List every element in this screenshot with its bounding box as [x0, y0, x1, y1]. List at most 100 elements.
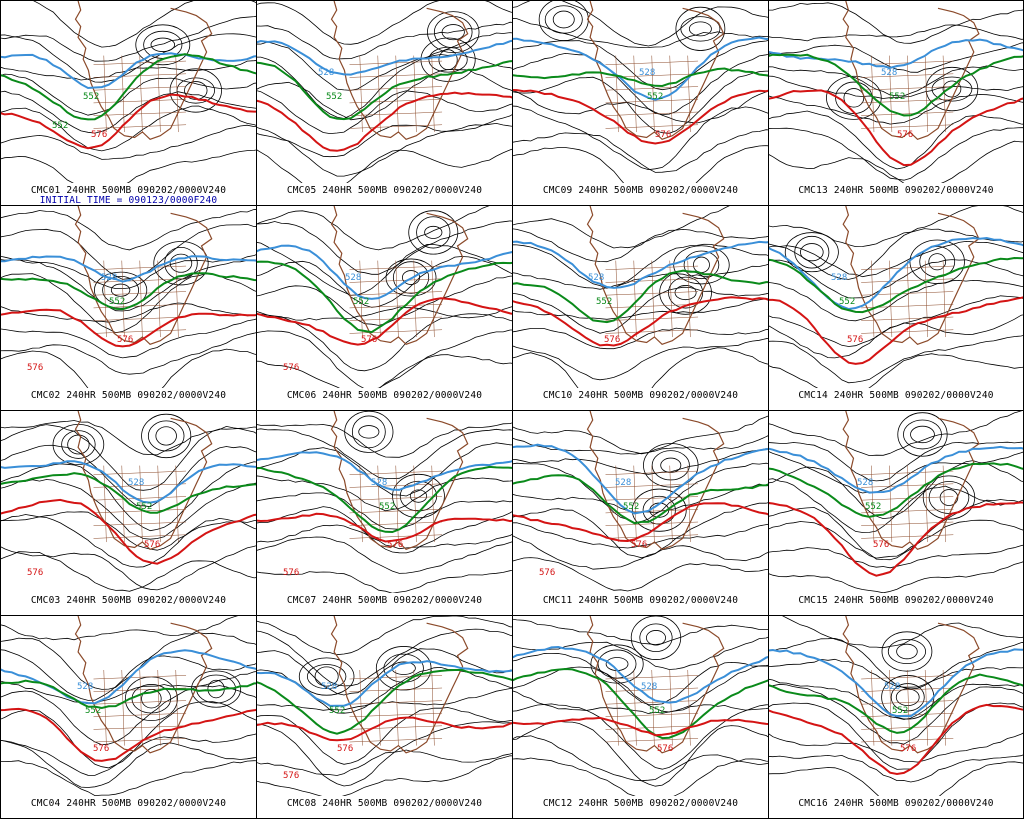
border-line	[942, 669, 946, 746]
border-line	[871, 465, 875, 543]
contour-552-label: 552	[326, 92, 342, 102]
contour-552-label: 552	[109, 297, 125, 307]
closed-contour	[438, 49, 458, 71]
height-contour-line	[1, 545, 256, 591]
height-contour-line	[513, 1, 768, 47]
border-line	[861, 509, 954, 514]
map-panel: 528 552 576 576 CMC08 240HR 500MB 090202/000…	[256, 615, 513, 819]
border-line	[633, 260, 637, 338]
height-contour-line	[513, 90, 768, 124]
contour-552-label: 552	[892, 706, 908, 716]
contour-576-label: 576	[655, 130, 671, 140]
height-contour-line	[1, 259, 256, 312]
border-line	[669, 465, 673, 543]
closed-contour	[441, 24, 465, 41]
coastline	[842, 206, 980, 345]
contour-552-label: 552	[52, 121, 68, 131]
height-contour-line	[513, 535, 768, 570]
border-line	[605, 278, 699, 283]
closed-contour	[358, 425, 380, 439]
height-contour-map: 528 552 576 576	[1, 411, 256, 592]
closed-contour	[939, 489, 959, 506]
contour-528-line	[769, 236, 1023, 311]
height-contour-line	[257, 256, 512, 308]
closed-contour	[416, 216, 451, 249]
border-line	[139, 260, 143, 338]
height-contour-line	[257, 506, 512, 554]
contour-552-line	[769, 256, 1023, 314]
closed-contour	[392, 473, 445, 519]
contour-528-line	[513, 36, 768, 101]
closed-contour	[800, 243, 824, 262]
panel-caption: CMC07 240HR 500MB 090202/0000V240	[286, 595, 483, 606]
border-line	[924, 260, 928, 338]
contour-528-line	[257, 660, 512, 707]
map-panel: 528 552 576 576 CMC06 240HR 500MB 090202/000…	[256, 205, 513, 411]
border-line	[349, 99, 443, 104]
contour-528-line	[257, 451, 512, 491]
border-line	[861, 86, 954, 91]
closed-contour	[896, 643, 918, 660]
contour-552-label: 552	[623, 502, 639, 512]
height-contour-line	[513, 327, 768, 350]
border-line	[871, 669, 875, 746]
closed-contour	[147, 420, 185, 452]
panel-caption: CMC05 240HR 500MB 090202/0000V240	[286, 185, 483, 196]
closed-contour	[835, 81, 873, 114]
height-contour-map: 528 552 576 576	[257, 616, 512, 796]
map-panel: 528 552 CMC05 240HR 500MB 090202/0000V240	[256, 0, 513, 206]
border-line	[413, 55, 417, 133]
contour-528-label: 528	[615, 478, 631, 488]
panel-caption: CMC04 240HR 500MB 090202/0000V240	[30, 798, 227, 809]
border-line	[157, 465, 161, 543]
height-contour-map: 528 552 576 576	[1, 206, 256, 388]
closed-contour	[155, 426, 177, 446]
height-contour-line	[1, 514, 256, 568]
coastline	[330, 616, 469, 754]
border-line	[121, 260, 125, 338]
border-line	[349, 291, 443, 296]
contour-576-line	[513, 296, 768, 347]
height-contour-line	[513, 129, 768, 173]
coastline	[330, 1, 469, 140]
closed-contour	[590, 644, 644, 684]
map-panel: 528 552 576 CMC15 240HR 500MB 090202/0000V2…	[768, 410, 1024, 616]
contour-552-line	[513, 269, 768, 324]
contour-552-label: 552	[329, 706, 345, 716]
panel-caption: CMC12 240HR 500MB 090202/0000V240	[542, 798, 739, 809]
border-line	[139, 669, 143, 746]
border-line	[413, 669, 417, 746]
border-line	[175, 260, 179, 338]
contour-528-label: 528	[371, 478, 387, 488]
border-line	[93, 278, 187, 283]
height-contour-line	[769, 24, 1023, 42]
contour-528-label: 528	[345, 273, 361, 283]
border-line	[861, 712, 954, 718]
contour-576-label: 576	[93, 744, 109, 754]
border-line	[605, 712, 699, 718]
contour-576-label: 576	[283, 568, 299, 578]
height-contour-line	[769, 240, 1023, 278]
border-line	[349, 316, 443, 321]
contour-552-line	[769, 462, 1023, 518]
contour-528-label: 528	[318, 68, 334, 78]
closed-contour	[683, 250, 720, 280]
height-contour-line	[513, 483, 768, 514]
border-line	[157, 260, 161, 338]
height-contour-line	[513, 286, 768, 334]
closed-contour	[881, 631, 933, 672]
height-contour-line	[1, 739, 256, 788]
height-contour-line	[769, 295, 1023, 347]
border-line	[605, 111, 699, 116]
contour-576-line	[257, 91, 512, 152]
border-line	[687, 465, 691, 543]
border-line	[861, 73, 954, 78]
height-contour-line	[257, 90, 512, 135]
height-contour-line	[1, 616, 239, 641]
border-line	[605, 521, 699, 526]
contour-576-line	[769, 703, 1023, 776]
height-contour-line	[769, 460, 1023, 520]
closed-contour	[306, 664, 347, 689]
panel-caption: CMC02 240HR 500MB 090202/0000V240	[30, 390, 227, 401]
closed-contour	[392, 261, 430, 294]
